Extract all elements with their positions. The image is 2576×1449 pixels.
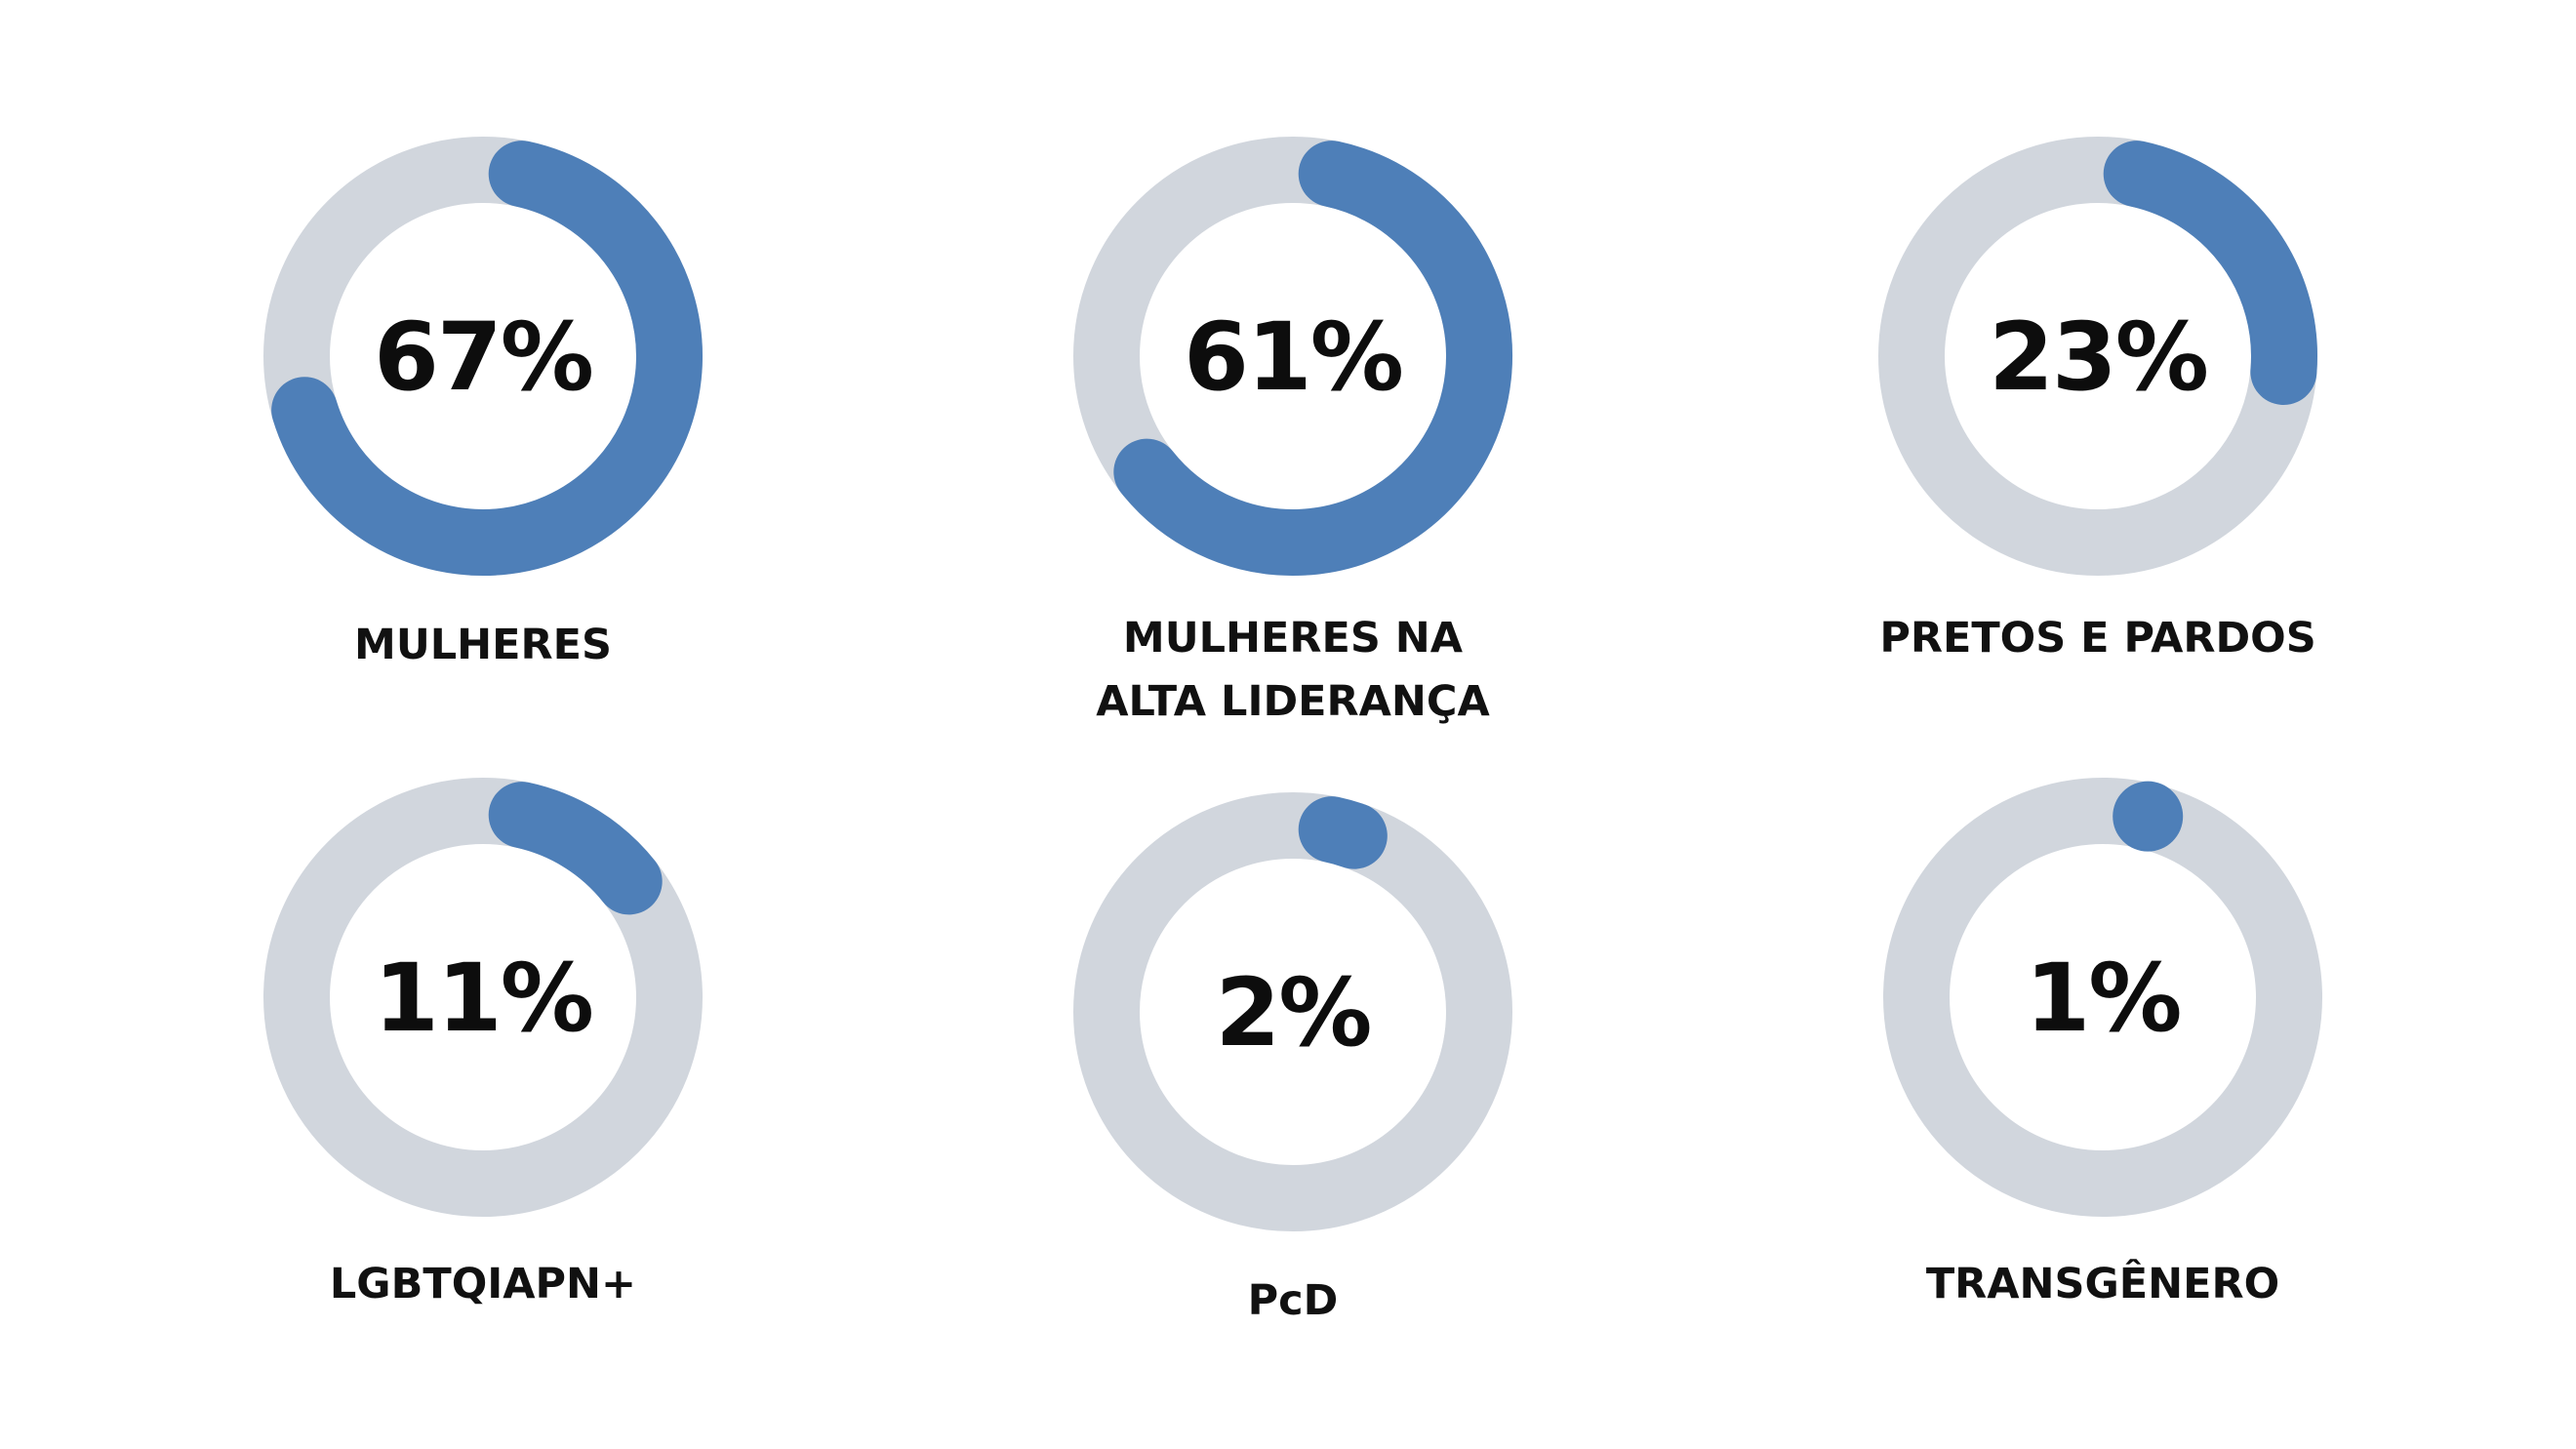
donut-5: 2% PcD [1073, 792, 1512, 1325]
donut-1: 67% MULHERES [263, 137, 703, 669]
ring-category-label: MULHERES NA [1123, 614, 1464, 663]
ring-track [1073, 792, 1512, 1231]
ring-value-label: 11% [374, 944, 592, 1053]
ring-category-label: PcD [1248, 1276, 1339, 1325]
ring-track [263, 778, 703, 1217]
ring-value-arc [2113, 781, 2184, 852]
ring-category-label: PRETOS E PARDOS [1879, 614, 2315, 663]
ring-category-label: ALTA LIDERANÇA [1096, 677, 1490, 726]
ring-value-arc [271, 141, 703, 576]
ring-value-label: 67% [374, 302, 592, 412]
ring-category-label: LGBTQIAPN+ [330, 1260, 636, 1308]
ring-value-arc [2103, 141, 2317, 405]
ring-value-label: 1% [2026, 944, 2181, 1053]
ring-value-label: 23% [1989, 302, 2207, 412]
ring-category-label: TRANSGÊNERO [1926, 1259, 2279, 1308]
donut-6: 1% TRANSGÊNERO [1883, 778, 2322, 1308]
ring-value-label: 2% [1216, 958, 1371, 1067]
donut-3: 23% PRETOS E PARDOS [1878, 137, 2317, 663]
ring-category-label: MULHERES [354, 621, 612, 669]
ring-value-arc [488, 782, 663, 915]
ring-value-arc [1113, 141, 1512, 576]
donut-2: 61% MULHERES NA ALTA LIDERANÇA [1073, 137, 1512, 726]
ring-value-arc [1298, 796, 1388, 869]
ring-value-label: 61% [1184, 302, 1402, 412]
ring-track [1883, 778, 2322, 1217]
donut-4: 11% LGBTQIAPN+ [263, 778, 703, 1308]
